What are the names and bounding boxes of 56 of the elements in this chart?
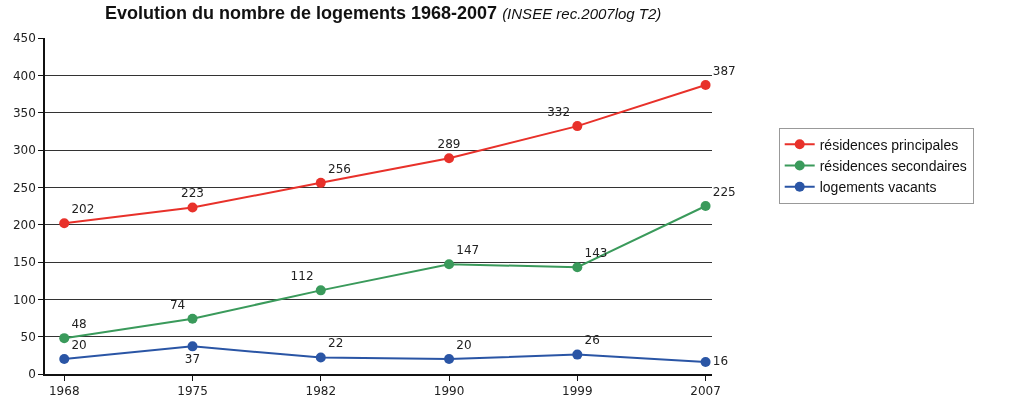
- x-tick-label: 1990: [433, 384, 465, 399]
- y-tick-label: 150: [12, 255, 36, 270]
- y-tick-label: 50: [20, 329, 36, 344]
- y-tick-label: 200: [12, 217, 36, 232]
- y-tick-label: 250: [12, 180, 36, 195]
- y-tick-label: 0: [28, 367, 36, 382]
- point: [700, 80, 711, 91]
- point: [700, 201, 711, 211]
- x-tick-label: 1982: [305, 384, 337, 399]
- y-tick-label: 400: [12, 68, 36, 83]
- data-label: 225: [712, 184, 736, 199]
- data-label: 147: [456, 242, 480, 257]
- x-tick-label: 1968: [48, 384, 80, 399]
- point: [59, 218, 70, 229]
- point: [187, 341, 198, 352]
- point: [444, 259, 455, 270]
- data-label: 20: [456, 337, 472, 352]
- point: [315, 352, 326, 363]
- legend-label: résidences principales: [819, 136, 959, 153]
- point: [315, 285, 326, 296]
- data-label: 387: [712, 63, 736, 78]
- point: [187, 202, 198, 213]
- point: [572, 121, 583, 132]
- data-label: 223: [181, 186, 204, 201]
- data-label: 22: [328, 336, 344, 351]
- point: [59, 333, 70, 344]
- data-label: 202: [71, 201, 95, 216]
- data-label: 48: [71, 316, 87, 331]
- point: [59, 354, 70, 365]
- x-tick-label: 2007: [690, 384, 721, 399]
- data-label: 37: [184, 351, 201, 366]
- chart-subtitle: (INSEE rec.2007log T2): [502, 4, 662, 22]
- data-label: 112: [290, 269, 314, 284]
- point: [315, 177, 326, 188]
- y-tick-label: 300: [12, 143, 36, 158]
- y-tick-label: 100: [12, 292, 36, 307]
- legend-label: résidences secondaires: [819, 157, 967, 174]
- legend-label: logements vacants: [819, 179, 937, 196]
- point: [444, 153, 455, 164]
- x-tick-label: 1975: [177, 384, 208, 399]
- data-label: 16: [712, 354, 729, 369]
- chart-title: Evolution du nombre de logements 1968-2007: [105, 2, 498, 23]
- y-tick-label: 450: [12, 31, 36, 46]
- x-tick-label: 1999: [562, 384, 593, 399]
- data-label: 20: [71, 337, 87, 352]
- data-label: 289: [437, 136, 461, 151]
- data-label: 26: [584, 333, 600, 348]
- point: [572, 349, 583, 360]
- point: [700, 357, 711, 368]
- y-tick-label: 350: [12, 105, 36, 120]
- point: [572, 262, 583, 273]
- point: [187, 313, 198, 324]
- data-label: 256: [328, 161, 351, 176]
- data-label: 143: [584, 245, 608, 260]
- point: [444, 354, 455, 365]
- data-label: 74: [169, 297, 186, 312]
